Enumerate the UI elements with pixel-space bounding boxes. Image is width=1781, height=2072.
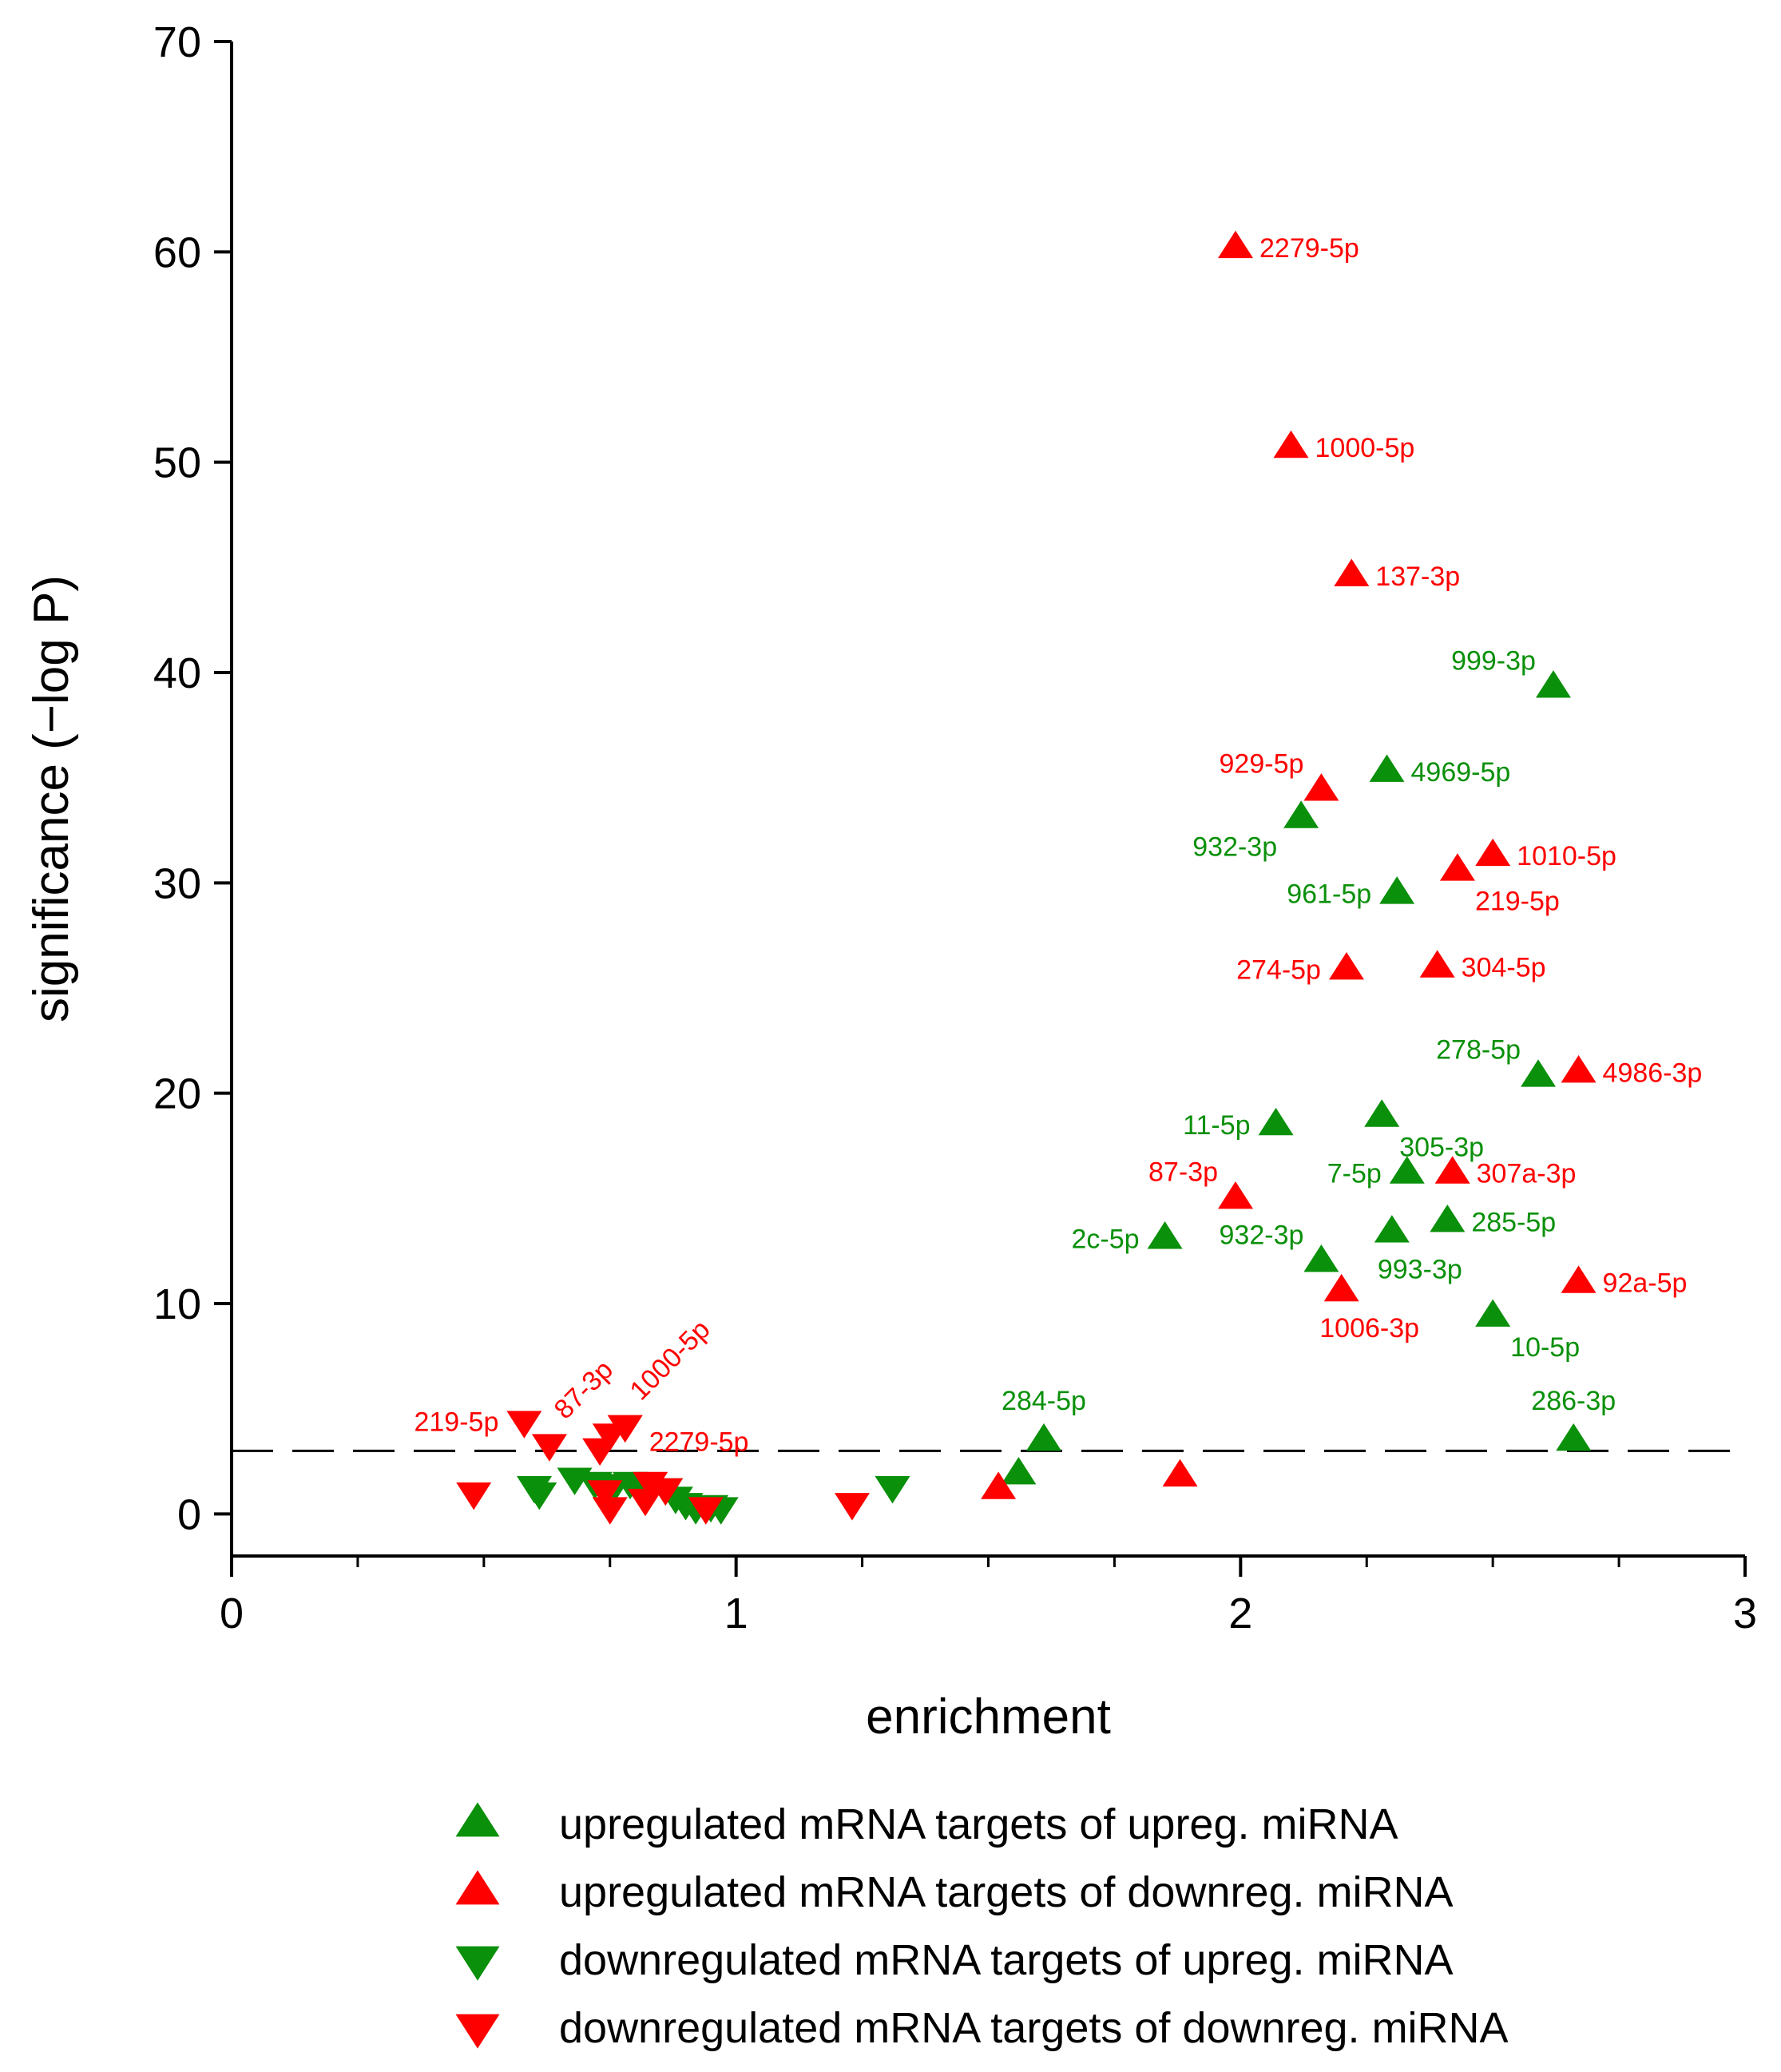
data-point xyxy=(1324,1274,1359,1301)
data-point xyxy=(1561,1055,1597,1082)
y-tick-label: 60 xyxy=(153,228,201,276)
y-tick-label: 20 xyxy=(153,1070,201,1118)
data-point xyxy=(1218,1181,1253,1209)
point-label: 285-5p xyxy=(1471,1207,1556,1237)
tick-marks: 0 10 20 30 40 50 60 70 0 1 2 3 xyxy=(153,18,1757,1637)
data-point xyxy=(1556,1423,1591,1451)
point-label: 286-3p xyxy=(1531,1386,1616,1416)
x-tick-label: 2 xyxy=(1228,1590,1252,1637)
point-label: 993-3p xyxy=(1378,1254,1462,1284)
data-point xyxy=(1420,950,1455,977)
data-point xyxy=(1370,754,1405,781)
chart-figure: 0 10 20 30 40 50 60 70 0 1 2 3 999-3p 4969-5p 932-3p 9… xyxy=(0,0,1781,2068)
data-point xyxy=(1026,1423,1061,1451)
point-label: 932-3p xyxy=(1192,832,1277,863)
data-point xyxy=(1364,1099,1399,1126)
x-axis-title: enrichment xyxy=(866,1689,1111,1745)
x-tick-label: 1 xyxy=(724,1590,748,1637)
data-point xyxy=(1303,1244,1339,1272)
point-label: 219-5p xyxy=(1475,887,1560,917)
data-point xyxy=(1274,431,1309,458)
data-point xyxy=(522,1483,557,1510)
point-label: 999-3p xyxy=(1451,645,1536,676)
x-tick-label: 3 xyxy=(1733,1590,1757,1637)
data-point xyxy=(1329,952,1364,979)
data-point xyxy=(1430,1205,1465,1232)
point-label: 932-3p xyxy=(1220,1220,1304,1250)
point-label: 2c-5p xyxy=(1072,1224,1140,1254)
data-point xyxy=(1475,1299,1510,1326)
point-label: 305-3p xyxy=(1399,1133,1484,1163)
point-label: 219-5p xyxy=(414,1407,498,1437)
y-tick-label: 0 xyxy=(177,1490,201,1538)
y-tick-label: 70 xyxy=(153,18,201,66)
point-label: 1006-3p xyxy=(1319,1313,1419,1344)
legend-marker xyxy=(456,1870,500,1904)
data-point xyxy=(1379,876,1414,903)
data-point xyxy=(835,1493,870,1520)
data-point xyxy=(1561,1265,1597,1292)
data-point xyxy=(1283,800,1319,828)
data-point xyxy=(1521,1059,1556,1086)
point-label: 961-5p xyxy=(1287,879,1371,910)
point-label: 2279-5p xyxy=(1259,233,1359,264)
y-tick-label: 10 xyxy=(153,1280,201,1328)
data-point xyxy=(1259,1108,1294,1135)
point-label: 87-3p xyxy=(549,1355,619,1425)
data-point xyxy=(456,1483,491,1510)
data-point xyxy=(1334,559,1369,586)
y-tick-label: 40 xyxy=(153,649,201,697)
y-tick-label: 30 xyxy=(153,859,201,907)
point-label: 278-5p xyxy=(1436,1035,1521,1066)
point-label: 929-5p xyxy=(1220,748,1304,779)
point-label: 307a-3p xyxy=(1477,1159,1577,1189)
y-axis-title: significance (−log P) xyxy=(24,575,79,1022)
point-label: 10-5p xyxy=(1510,1332,1580,1363)
x-tick-label: 0 xyxy=(220,1590,244,1637)
data-points xyxy=(456,231,1596,1525)
scatter-plot: 0102030405060700 1 2 3 999-3p4969-5p932-3p9… xyxy=(0,0,1781,2068)
data-point xyxy=(875,1476,910,1503)
point-label: 7-5p xyxy=(1327,1159,1382,1189)
axes xyxy=(230,42,1745,1556)
legend-marker xyxy=(456,1802,500,1836)
legend: upregulated mRNA targets of upreg. miRNA… xyxy=(456,1800,1509,2052)
point-label: 274-5p xyxy=(1236,955,1321,985)
legend-label: upregulated mRNA targets of upreg. miRNA xyxy=(559,1800,1398,1848)
data-point xyxy=(593,1497,628,1524)
point-label: 87-3p xyxy=(1148,1157,1218,1187)
point-label: 1000-5p xyxy=(624,1314,716,1406)
data-point xyxy=(1374,1215,1410,1242)
data-point xyxy=(532,1434,567,1461)
point-labels: 999-3p 4969-5p 932-3p 961-5p 278-5p 11-5p 305-… xyxy=(414,233,1702,1458)
data-point xyxy=(1148,1221,1183,1248)
data-point xyxy=(1475,839,1510,866)
point-label: 4969-5p xyxy=(1411,757,1511,788)
point-label: 11-5p xyxy=(1183,1110,1250,1141)
point-label: 284-5p xyxy=(1002,1386,1086,1416)
point-label: 4986-3p xyxy=(1603,1058,1703,1088)
legend-label: downregulated mRNA targets of downreg. m… xyxy=(559,2004,1509,2052)
data-point xyxy=(1218,231,1253,258)
y-tick-label: 50 xyxy=(153,439,201,487)
point-label: 2279-5p xyxy=(649,1427,749,1458)
legend-label: upregulated mRNA targets of downreg. miR… xyxy=(559,1868,1454,1916)
point-label: 92a-5p xyxy=(1603,1268,1688,1299)
point-label: 1000-5p xyxy=(1315,433,1415,463)
point-label: 137-3p xyxy=(1375,562,1460,592)
data-point xyxy=(1536,670,1571,697)
legend-marker xyxy=(456,1947,500,1981)
data-point xyxy=(1303,773,1339,800)
data-point xyxy=(1440,853,1475,880)
point-label: 304-5p xyxy=(1462,953,1546,983)
legend-label: downregulated mRNA targets of upreg. miR… xyxy=(559,1936,1454,1984)
data-point xyxy=(1163,1459,1198,1487)
data-point xyxy=(1001,1457,1036,1484)
point-label: 1010-5p xyxy=(1517,841,1616,871)
legend-marker xyxy=(456,2014,500,2049)
